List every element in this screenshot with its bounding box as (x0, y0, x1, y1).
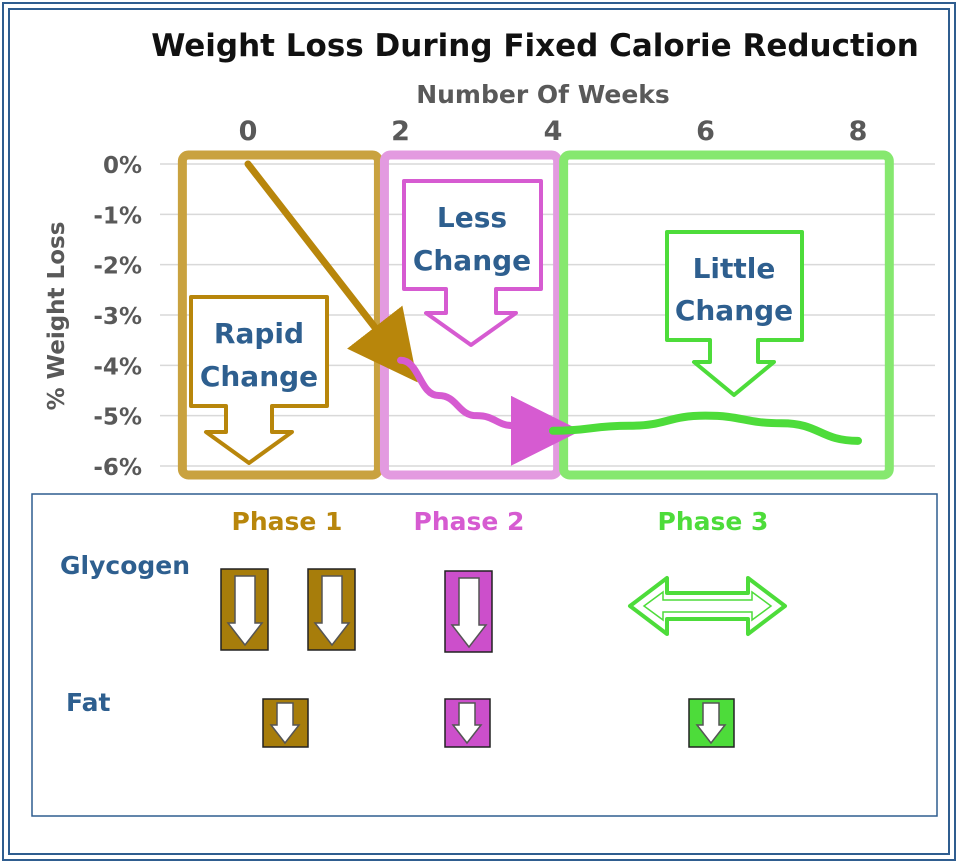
glycogen-phase3-double-arrow-icon (628, 576, 787, 636)
callout-rapid-line1: Rapid (214, 317, 304, 350)
glycogen-phase2-down-arrow-icon (444, 570, 493, 653)
data-point (400, 359, 401, 361)
callout-rapid-arrow-shape (189, 295, 329, 465)
callout-rapid-change: Rapid Change (189, 295, 329, 465)
data-point (514, 425, 516, 427)
phase-3-label: Phase 3 (658, 507, 769, 536)
x-axis-label: Number Of Weeks (416, 80, 670, 109)
gridlines (160, 163, 935, 467)
phase-box-3 (559, 150, 894, 480)
callout-rapid-line2: Change (200, 360, 318, 393)
data-point (628, 425, 630, 427)
series-line-2 (397, 356, 581, 466)
callout-little-line1: Little (693, 252, 776, 285)
x-axis-ticks: 0 2 4 6 8 (239, 116, 868, 147)
glycogen-phase1-down-arrow-icon (220, 568, 269, 651)
data-point (247, 163, 249, 165)
row-label-glycogen: Glycogen (60, 551, 190, 580)
series-line-1 (244, 160, 418, 383)
row-label-fat: Fat (66, 688, 110, 717)
data-point (476, 415, 478, 417)
glycogen-phase1-down-arrow-icon (307, 568, 356, 651)
y-axis-ticks: 0% -1% -2% -3% -4% -5% -6% (93, 153, 142, 481)
callout-little-line2: Change (675, 294, 793, 327)
inner-frame (8, 8, 950, 855)
data-point (438, 395, 440, 397)
y-tick-label: 0% (103, 153, 142, 179)
data-point (552, 430, 554, 432)
chart-title: Weight Loss During Fixed Calorie Reducti… (151, 28, 919, 64)
x-tick-label: 8 (849, 116, 868, 147)
phase-1-label: Phase 1 (232, 507, 343, 536)
series-line-3 (549, 411, 862, 445)
fat-phase3-down-arrow-icon (688, 698, 735, 748)
phase-table-panel (31, 493, 938, 817)
x-tick-label: 2 (391, 116, 410, 147)
y-tick-label: -6% (93, 455, 142, 481)
data-point (857, 440, 859, 442)
x-tick-label: 4 (544, 116, 563, 147)
fat-phase1-down-arrow-icon (262, 698, 309, 748)
data-point (781, 422, 783, 424)
phase-2-label: Phase 2 (414, 507, 525, 536)
data-series (244, 160, 862, 466)
x-tick-label: 6 (696, 116, 715, 147)
y-tick-label: -2% (93, 254, 142, 280)
y-tick-label: -5% (93, 405, 142, 431)
y-axis-label: % Weight Loss (44, 222, 70, 411)
y-tick-label: -3% (93, 304, 142, 330)
fat-phase2-down-arrow-icon (444, 698, 491, 748)
callout-little-arrow-shape (665, 230, 804, 397)
data-point (705, 415, 706, 417)
callout-less-line1: Less (437, 201, 507, 234)
callout-less-line2: Change (413, 244, 531, 277)
y-tick-label: -4% (93, 354, 142, 380)
x-tick-label: 0 (239, 116, 258, 147)
y-tick-label: -1% (93, 203, 142, 229)
callout-little-change: Little Change (665, 230, 804, 397)
callout-less-change: Less Change (402, 179, 543, 347)
callout-less-arrow-shape (402, 179, 543, 347)
